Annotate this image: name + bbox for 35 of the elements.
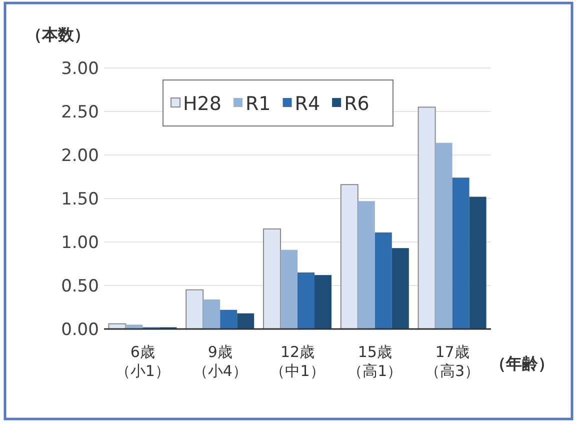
bar: [280, 250, 298, 329]
bar: [314, 275, 332, 329]
bar: [374, 232, 392, 329]
y-tick-label: 2.50: [61, 102, 99, 122]
y-axis-title: （本数）: [26, 25, 90, 44]
bar: [220, 310, 238, 329]
y-tick-label: 0.00: [61, 320, 99, 340]
y-tick-label: 1.50: [61, 190, 99, 210]
x-axis-title: （年齢）: [490, 354, 554, 373]
bar: [392, 248, 409, 329]
bar: [126, 324, 143, 329]
bar: [203, 299, 220, 329]
bar: [358, 201, 375, 329]
x-tick-label: 12歳（中1）: [270, 343, 325, 380]
bar: [418, 106, 436, 330]
bar: [452, 178, 470, 329]
x-tick-label: 15歳（高1）: [348, 343, 402, 380]
x-tick-label: 9歳（小4）: [192, 343, 248, 380]
legend-label: R4: [294, 93, 320, 115]
legend-label: H28: [183, 93, 222, 115]
x-tick-label: 17歳（高3）: [425, 343, 480, 380]
y-tick-label: 2.00: [61, 146, 99, 166]
bar: [469, 196, 486, 329]
bar: [298, 272, 314, 329]
y-tick-label: 1.00: [61, 233, 99, 253]
bar: [435, 142, 452, 329]
y-tick-label: 3.00: [61, 59, 99, 79]
bar: [237, 313, 254, 329]
legend-label: R6: [344, 93, 370, 115]
bar: [340, 184, 358, 330]
y-tick-label: 0.50: [61, 276, 99, 296]
bar: [186, 289, 204, 330]
bar: [263, 228, 281, 330]
x-tick-label: 6歳（小1）: [115, 343, 170, 380]
legend-label: R1: [245, 93, 271, 115]
